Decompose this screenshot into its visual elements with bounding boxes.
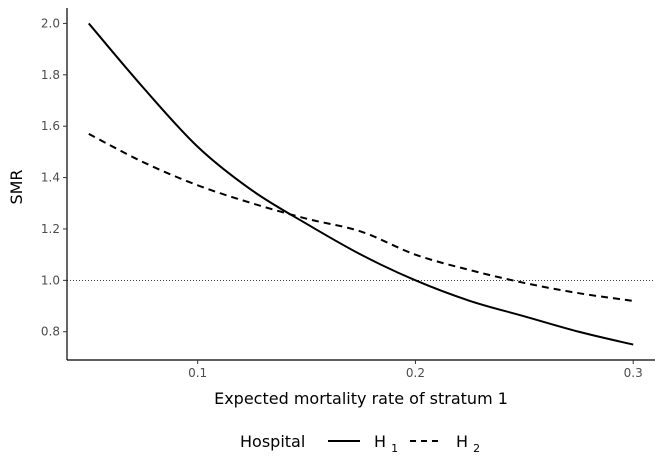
series-layer xyxy=(88,22,634,346)
ticks-layer: 0.8 1.0 1.2 1.4 1.6 1.8 2.0 0.1 0.2 0.3 xyxy=(41,16,643,380)
legend-label-h2-base: H xyxy=(456,432,468,451)
y-tick-label: 1.2 xyxy=(41,222,60,236)
y-axis-title: SMR xyxy=(7,169,26,204)
legend-label-h1-subscript: 1 xyxy=(391,442,398,455)
legend: Hospital H 1 H 2 xyxy=(240,432,480,455)
y-tick-label: 1.8 xyxy=(41,68,60,82)
x-tick-label: 0.3 xyxy=(624,366,643,380)
legend-label-h1-base: H xyxy=(374,432,386,451)
legend-label-h1: H 1 xyxy=(374,432,398,455)
series-line-h2 xyxy=(88,133,634,302)
y-tick-label: 0.8 xyxy=(41,325,60,339)
legend-label-h2-subscript: 2 xyxy=(473,442,480,455)
x-tick-label: 0.2 xyxy=(406,366,425,380)
y-tick-label: 2.0 xyxy=(41,16,60,30)
axes-layer xyxy=(66,8,655,361)
legend-label-h2: H 2 xyxy=(456,432,480,455)
x-axis-title: Expected mortality rate of stratum 1 xyxy=(214,389,508,408)
y-tick-label: 1.6 xyxy=(41,119,60,133)
y-tick-label: 1.0 xyxy=(41,273,60,287)
legend-title: Hospital xyxy=(240,432,305,451)
y-tick-label: 1.4 xyxy=(41,171,60,185)
x-tick-label: 0.1 xyxy=(188,366,207,380)
series-line-h1 xyxy=(88,22,634,346)
